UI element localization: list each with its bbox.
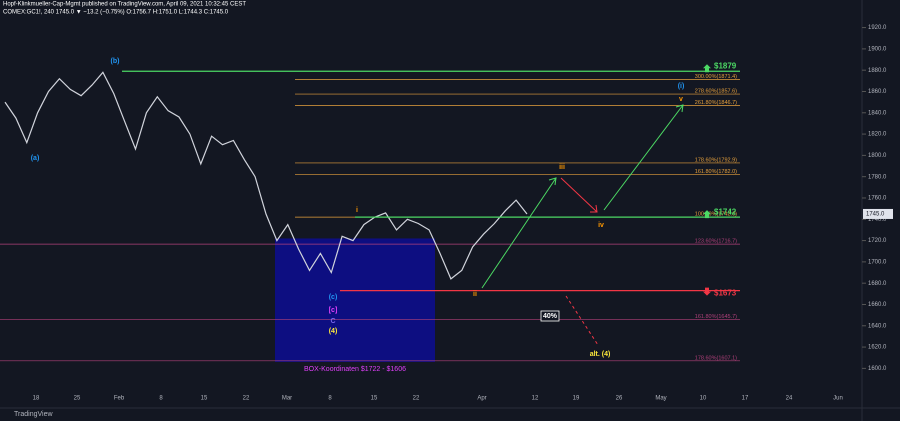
box [275,238,435,362]
box-label: BOX-Koordinaten $1722 - $1606 [304,366,406,373]
x-tick-label: 12 [532,396,539,402]
fib-label: 261.80%(1846.7) [695,100,737,106]
x-tick-label: 25 [74,396,81,402]
arrow [603,104,684,211]
x-tick-label: 18 [33,396,40,402]
wave-label: (b) [111,58,120,65]
x-tick-label: Jun [833,396,843,402]
wave-label: (c) [329,294,338,301]
footer-brand: TradingView [14,411,53,418]
x-tick-label: 22 [413,396,420,402]
target-arrow [703,210,711,219]
wave-label: (a) [31,155,40,162]
wave-label: alt. (4) [590,351,611,358]
wave-arrows [481,104,684,346]
target-arrow [703,287,711,296]
wave-label: i [356,207,358,214]
arrow-head [675,104,684,113]
y-tick-label: 1760.0 [868,196,887,202]
y-tick-label: 1620.0 [868,345,887,351]
x-tick-label: Mar [282,396,292,402]
x-tick-label: 22 [243,396,250,402]
x-tick-label: May [655,396,666,402]
x-tick-label: 8 [328,396,332,402]
y-tick-label: 1700.0 [868,259,887,265]
x-tick-label: Feb [114,396,125,402]
y-tick-label: 1600.0 [868,366,887,372]
y-tick-label: 1640.0 [868,323,887,329]
x-tick-label: 26 [616,396,623,402]
wave-label: v [679,96,683,103]
y-tick-label: 1800.0 [868,153,887,159]
x-tick-label: 10 [700,396,707,402]
arrow-head [548,177,557,186]
arrow-head [590,204,598,213]
x-tick-label: 15 [201,396,208,402]
y-tick-label: 1900.0 [868,46,887,52]
target-label: $1742 [714,207,737,216]
y-tick-label: 1860.0 [868,89,887,95]
target-label: $1673 [714,289,737,298]
fib-label: 178.60%(1792.9) [695,157,737,163]
header-line1: Hopf-Klinkmueller-Cap-Mgmt published on … [3,2,246,8]
target-arrow [703,64,711,73]
last-price-tag [863,208,893,219]
y-tick-label: 1840.0 [868,110,887,116]
y-tick-label: 1680.0 [868,281,887,287]
x-tick-label: 24 [786,396,793,402]
x-tick-label: 8 [159,396,163,402]
fib-label: 123.60%(1716.7) [695,239,737,245]
header-line2: COMEX:GC1!, 240 1745.0 ▼ −13.2 (−0.75%) … [3,10,229,16]
y-tick-label: 1660.0 [868,302,887,308]
wave-label: (4) [329,328,338,335]
y-tick-label: 1780.0 [868,174,887,180]
wave-label: iii [559,164,565,171]
y-tick-label: 1920.0 [868,25,887,31]
price-line [4,71,528,280]
target-label: $1879 [714,61,737,70]
label-box [540,310,560,322]
fib-label: 300.00%(1871.4) [695,74,737,80]
fib-label: 161.80%(1782.0) [695,169,737,175]
wave-label: 40% [543,313,558,320]
wave-label: ii [473,291,477,298]
fib-label: 161.80%(1645.7) [695,314,737,320]
x-tick-label: 19 [573,396,580,402]
wave-label: (i) [678,83,685,90]
last-price-label: 1745.0 [866,212,885,218]
arrow [560,177,598,213]
y-tick-label: 1880.0 [868,68,887,74]
x-tick-label: Apr [477,396,486,402]
arrow [565,295,599,346]
fib-label: 100.00%(1742.0) [695,212,737,218]
wave-label: [c] [329,307,338,314]
x-tick-label: 15 [371,396,378,402]
fib-label: 178.60%(1607.1) [695,355,737,361]
arrow [481,177,557,289]
y-tick-label: 1720.0 [868,238,887,244]
y-tick-label: 1740.0 [868,217,887,223]
fib-label: 278.60%(1857.6) [695,88,737,94]
x-tick-label: 17 [742,396,749,402]
wave-label: C [330,318,335,325]
y-tick-label: 1820.0 [868,132,887,138]
wave-label: iv [598,222,604,229]
